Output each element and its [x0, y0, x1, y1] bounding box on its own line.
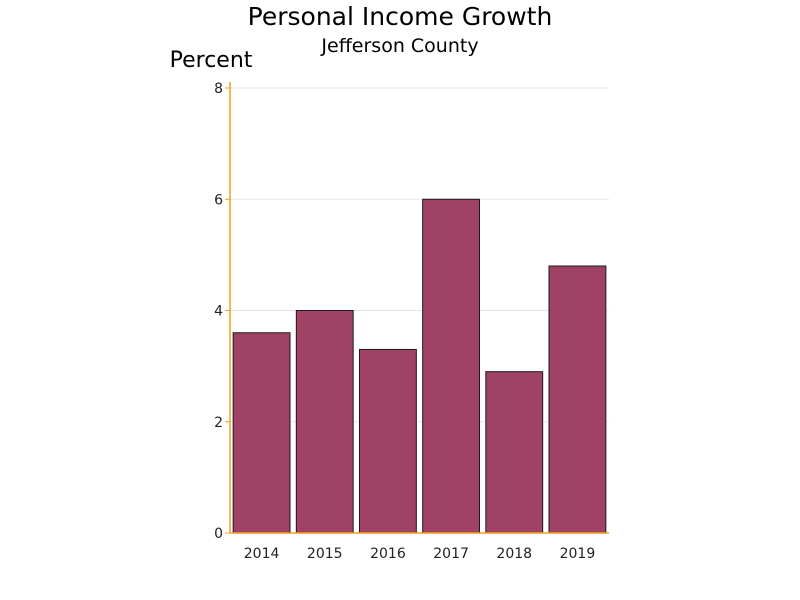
x-tick-label: 2019 [560, 546, 596, 562]
y-tick-label: 6 [214, 192, 223, 208]
y-tick-label: 0 [214, 526, 223, 542]
x-tick-label: 2017 [433, 546, 469, 562]
x-tick-label: 2014 [244, 546, 280, 562]
bar-2019 [548, 265, 607, 534]
bar-2014 [232, 332, 291, 534]
x-tick-label: 2015 [307, 546, 343, 562]
y-tick-labels: 0 2 4 6 8 [214, 81, 230, 542]
x-tick-labels: 2014 2015 2016 2017 2018 2019 [244, 546, 595, 562]
y-tick-label: 2 [214, 415, 223, 431]
axes [229, 82, 609, 534]
chart-subtitle: Jefferson County [320, 35, 478, 57]
bar-2018 [485, 371, 544, 534]
bar-2015 [295, 310, 354, 534]
x-tick-label: 2016 [370, 546, 406, 562]
bars [232, 198, 607, 534]
x-tick-label: 2018 [496, 546, 532, 562]
y-tick-label: 4 [214, 304, 223, 320]
chart-title: Personal Income Growth [248, 2, 553, 31]
bar-2017 [422, 198, 481, 534]
bar-2016 [358, 348, 417, 534]
y-axis-label: Percent [170, 48, 253, 73]
y-tick-label: 8 [214, 81, 223, 97]
gridlines [230, 87, 609, 423]
